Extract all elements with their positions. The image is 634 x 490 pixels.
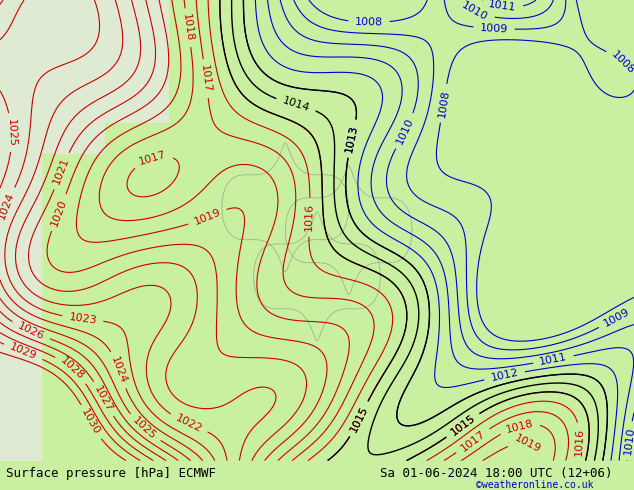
Text: 1016: 1016 [574,428,585,456]
Text: 1019: 1019 [193,207,223,227]
Text: 1021: 1021 [52,156,71,186]
Text: 1011: 1011 [488,0,517,13]
Text: 1019: 1019 [513,433,543,455]
Text: 1010: 1010 [623,426,634,455]
Text: 1017: 1017 [199,64,212,93]
Text: 1015: 1015 [449,413,477,438]
Text: 1008: 1008 [436,89,451,118]
Text: 1024: 1024 [109,355,129,385]
Text: 1018: 1018 [181,13,195,42]
Text: 1017: 1017 [138,150,167,167]
Text: 1008: 1008 [355,17,383,27]
Text: 1009: 1009 [480,23,508,34]
Text: 1008: 1008 [610,49,634,76]
Text: 1017: 1017 [458,428,487,453]
Text: 1030: 1030 [79,407,102,437]
Text: 1025: 1025 [131,416,158,442]
Text: 1010: 1010 [460,0,489,23]
Text: 1011: 1011 [539,352,568,367]
Text: 1028: 1028 [58,356,86,382]
Text: 1029: 1029 [8,342,38,362]
Text: 1018: 1018 [505,418,534,435]
Text: 1026: 1026 [16,320,46,342]
Text: 1024: 1024 [0,191,16,220]
Text: 1020: 1020 [49,197,68,227]
Text: Surface pressure [hPa] ECMWF: Surface pressure [hPa] ECMWF [6,467,216,480]
Text: 1015: 1015 [349,404,370,434]
Text: 1025: 1025 [6,118,17,147]
Text: 1010: 1010 [394,116,415,146]
Text: 1013: 1013 [344,124,359,153]
Text: 1015: 1015 [349,404,370,434]
Text: 1022: 1022 [174,413,204,435]
Text: 1013: 1013 [344,124,359,153]
Text: 1023: 1023 [68,312,98,326]
Text: 1015: 1015 [449,413,477,438]
Text: Sa 01-06-2024 18:00 UTC (12+06): Sa 01-06-2024 18:00 UTC (12+06) [380,467,613,480]
Text: 1009: 1009 [602,307,631,329]
Text: 1016: 1016 [304,203,315,231]
Text: 1014: 1014 [281,96,311,114]
Text: 1027: 1027 [93,384,115,414]
Text: 1012: 1012 [490,368,519,383]
Text: ©weatheronline.co.uk: ©weatheronline.co.uk [476,480,593,490]
